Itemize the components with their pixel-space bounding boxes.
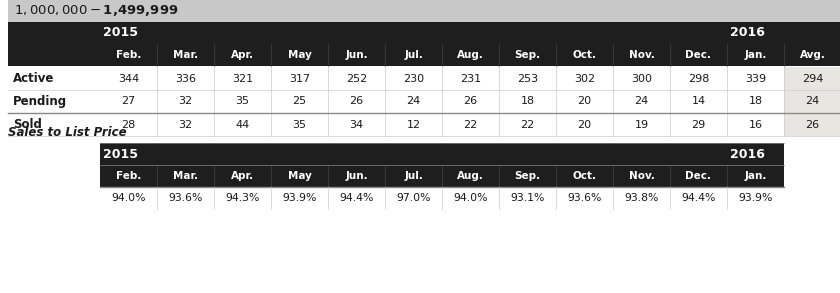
Text: Jun.: Jun. [345,50,368,60]
Bar [8,0,840,22]
Text: 35: 35 [292,120,307,130]
Bar [8,44,840,66]
Text: Feb.: Feb. [116,50,141,60]
Text: 26: 26 [349,96,364,106]
Text: 344: 344 [118,74,139,84]
Text: 24: 24 [407,96,421,106]
Bar [8,22,840,44]
Text: 230: 230 [403,74,424,84]
Text: Apr.: Apr. [231,171,254,181]
Text: 94.3%: 94.3% [225,193,260,203]
Text: 298: 298 [688,74,709,84]
Bar [784,90,840,113]
Text: Apr.: Apr. [231,50,254,60]
Text: 19: 19 [634,120,648,130]
Text: Jul.: Jul. [404,50,423,60]
Text: 94.0%: 94.0% [454,193,488,203]
Text: Nov.: Nov. [628,50,654,60]
Bar [100,165,784,187]
Text: 18: 18 [521,96,534,106]
Bar [8,113,840,136]
Text: 28: 28 [121,120,135,130]
Text: 29: 29 [691,120,706,130]
Text: Sep.: Sep. [514,50,541,60]
Text: Active: Active [13,72,55,85]
Text: 300: 300 [631,74,652,84]
Text: 231: 231 [460,74,481,84]
Text: 32: 32 [178,96,192,106]
Text: 12: 12 [407,120,421,130]
Text: 22: 22 [520,120,534,130]
Text: 93.6%: 93.6% [567,193,601,203]
Text: 26: 26 [464,96,478,106]
Bar [784,67,840,90]
Text: 93.9%: 93.9% [282,193,317,203]
Text: 2015: 2015 [103,26,138,40]
Text: 32: 32 [178,120,192,130]
Text: 24: 24 [634,96,648,106]
Bar [8,67,840,90]
Text: Jul.: Jul. [404,171,423,181]
Text: 93.6%: 93.6% [168,193,202,203]
Text: 97.0%: 97.0% [396,193,431,203]
Text: Oct.: Oct. [573,50,596,60]
Text: Feb.: Feb. [116,171,141,181]
Text: Mar.: Mar. [173,171,198,181]
Text: 18: 18 [748,96,763,106]
Text: 35: 35 [235,96,249,106]
Text: 94.0%: 94.0% [111,193,146,203]
Text: Aug.: Aug. [457,50,484,60]
Text: 339: 339 [745,74,766,84]
Text: 252: 252 [346,74,367,84]
Bar [784,113,840,136]
Text: 294: 294 [802,74,823,84]
Text: Sales to List Price: Sales to List Price [8,125,127,139]
Bar [100,143,784,165]
Text: 22: 22 [464,120,478,130]
Bar [8,90,840,113]
Text: Sold: Sold [13,118,42,131]
Text: Oct.: Oct. [573,171,596,181]
Text: 336: 336 [175,74,196,84]
Text: 93.8%: 93.8% [624,193,659,203]
Text: 2015: 2015 [103,147,138,161]
Text: 302: 302 [574,74,595,84]
Text: Dec.: Dec. [685,50,711,60]
Text: 93.1%: 93.1% [511,193,544,203]
Text: May: May [287,50,312,60]
Text: 317: 317 [289,74,310,84]
Text: 24: 24 [806,96,820,106]
Text: 321: 321 [232,74,253,84]
Text: 2016: 2016 [730,147,765,161]
Text: 93.9%: 93.9% [738,193,773,203]
Text: Mar.: Mar. [173,50,198,60]
Text: 44: 44 [235,120,249,130]
Text: $1,000,000 - $1,499,999: $1,000,000 - $1,499,999 [14,4,178,18]
Text: 27: 27 [121,96,135,106]
Text: 26: 26 [806,120,820,130]
Text: Avg.: Avg. [800,50,826,60]
Text: Jan.: Jan. [744,50,767,60]
Text: 253: 253 [517,74,538,84]
Bar [100,187,784,209]
Text: 16: 16 [748,120,763,130]
Text: Jan.: Jan. [744,171,767,181]
Text: 2016: 2016 [730,26,765,40]
Text: 14: 14 [691,96,706,106]
Text: Aug.: Aug. [457,171,484,181]
Text: 25: 25 [292,96,307,106]
Text: Dec.: Dec. [685,171,711,181]
Text: Pending: Pending [13,95,67,108]
Text: 20: 20 [577,96,591,106]
Text: 94.4%: 94.4% [339,193,374,203]
Text: 94.4%: 94.4% [681,193,716,203]
Text: Sep.: Sep. [514,171,541,181]
Text: May: May [287,171,312,181]
Text: 34: 34 [349,120,364,130]
Text: Nov.: Nov. [628,171,654,181]
Text: Jun.: Jun. [345,171,368,181]
Text: 20: 20 [577,120,591,130]
